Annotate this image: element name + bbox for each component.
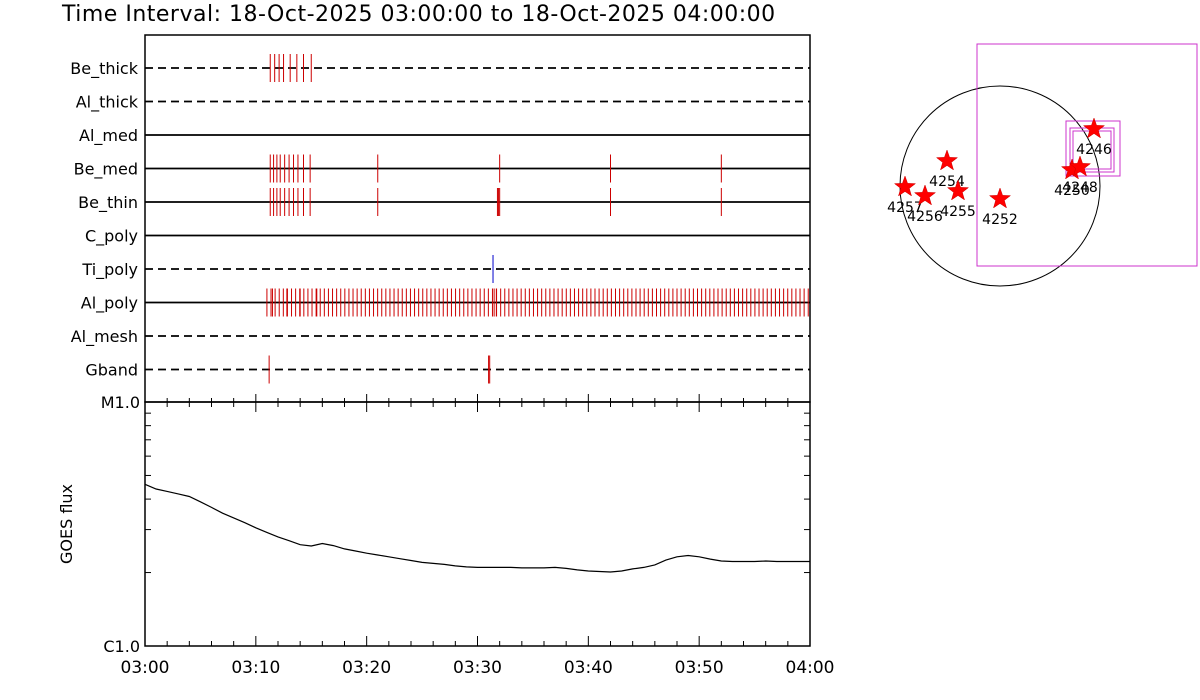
- goes-frame: [144, 401, 811, 647]
- region-star: [1082, 117, 1106, 139]
- filter-label: Al_med: [79, 126, 138, 146]
- region-star: [988, 187, 1012, 209]
- y-tick-label: C1.0: [103, 637, 140, 656]
- filter-label: Ti_poly: [81, 260, 138, 280]
- region-star: [893, 175, 917, 197]
- filter-label: Be_med: [74, 160, 138, 180]
- region-label: 4248: [1062, 180, 1098, 196]
- y-tick-label: M1.0: [101, 393, 140, 412]
- region-label: 4255: [940, 204, 976, 220]
- chart-title: Time Interval: 18-Oct-2025 03:00:00 to 1…: [62, 2, 776, 27]
- region-label: 4250: [1054, 183, 1090, 199]
- x-tick-label: 03:20: [342, 658, 391, 678]
- x-tick-label: 03:00: [121, 658, 170, 678]
- filter-timeline-panel: Be_thick Al_thick Al_med Be_med Be_thin C_pol…: [70, 34, 811, 403]
- region-label: 4256: [907, 209, 943, 225]
- y-axis-label: GOES flux: [57, 484, 76, 564]
- region-star: [935, 149, 959, 171]
- field-of-view-box: [976, 43, 1198, 267]
- time-axis: 03:00 03:10 03:20 03:30 03:40 03:50 04:00: [121, 402, 835, 678]
- filter-label: Gband: [85, 361, 138, 380]
- region-star: [913, 184, 937, 206]
- filter-label: Be_thin: [78, 193, 138, 213]
- region-star: [1068, 155, 1092, 177]
- filter-label: Al_poly: [81, 294, 138, 314]
- goes-flux-line: [144, 483, 810, 573]
- goes-flux-panel: C1.0 M1.0 GOES flux: [57, 393, 811, 656]
- x-tick-label: 03:40: [564, 658, 613, 678]
- x-tick-label: 03:10: [231, 658, 280, 678]
- region-label: 4246: [1076, 142, 1112, 158]
- x-tick-label: 04:00: [786, 658, 835, 678]
- filter-label: Be_thick: [70, 59, 138, 79]
- region-star: [946, 179, 970, 201]
- region-label: 4257: [887, 200, 923, 216]
- x-tick-label: 03:30: [453, 658, 502, 678]
- filter-label: C_poly: [85, 227, 138, 247]
- timeline-frame: [144, 34, 811, 403]
- filter-label: Al_thick: [76, 93, 139, 113]
- region-label: 4252: [982, 212, 1018, 228]
- x-tick-label: 03:50: [675, 658, 724, 678]
- filter-label: Al_mesh: [71, 327, 138, 347]
